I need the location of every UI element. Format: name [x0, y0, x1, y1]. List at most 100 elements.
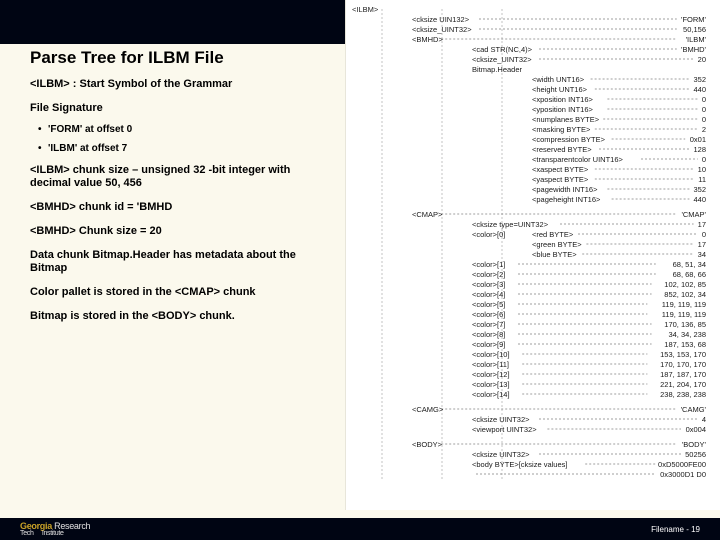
tree-row: <yposition INT16> 0 — [352, 104, 712, 114]
tree-value: 0x3000D1 D0 — [660, 470, 706, 479]
tree-row: <cksize UIN132>'FORM' — [352, 14, 712, 24]
tree-label: <color>[11] — [472, 360, 509, 369]
tree-value: 'CAMG' — [681, 405, 706, 414]
tree-value: 0x004 — [686, 425, 706, 434]
parse-tree: <ILBM><cksize UIN132>'FORM'<cksize_UINT3… — [352, 4, 712, 504]
tree-row: <color>[10]153, 153, 170 — [352, 349, 712, 359]
tree-row: <CMAP>'CMAP' — [352, 209, 712, 219]
tree-row: 0x3000D1 D0 — [352, 469, 712, 479]
para-bmhd-size: <BMHD> Chunk size = 20 — [30, 225, 315, 239]
tree-label: <BMHD> — [412, 35, 443, 44]
tree-label: <yaspect BYTE> — [532, 175, 588, 184]
tree-value: 187, 187, 170 — [660, 370, 706, 379]
para-bmhd-id: <BMHD> chunk id = 'BMHD — [30, 201, 315, 215]
tree-label: <color>[2] — [472, 270, 505, 279]
tree-label: <body BYTE>[cksize values] — [472, 460, 567, 469]
tree-value: 170, 136, 85 — [664, 320, 706, 329]
tree-label: <yposition INT16> — [532, 105, 593, 114]
tree-row: <cksize_UINT32>50,156 — [352, 24, 712, 34]
tree-value: 119, 119, 119 — [662, 310, 706, 319]
tree-row: <color>[2]68, 68, 66 — [352, 269, 712, 279]
tree-value: 17 — [698, 220, 706, 229]
tree-value: 852, 102, 34 — [664, 290, 706, 299]
tree-label: <blue BYTE> — [532, 250, 577, 259]
para-chunk-size: <ILBM> chunk size – unsigned 32 -bit int… — [30, 164, 315, 192]
tree-label: Bitmap.Header — [472, 65, 522, 74]
tree-value: 0 — [702, 230, 706, 239]
tree-label: <ILBM> — [352, 5, 378, 14]
parse-tree-diagram: <ILBM><cksize UIN132>'FORM'<cksize_UINT3… — [345, 0, 720, 510]
tree-value: 187, 153, 68 — [664, 340, 706, 349]
tree-value: 50,156 — [683, 25, 706, 34]
bullet-form: 'FORM' at offset 0 — [48, 124, 315, 135]
tree-row: <blue BYTE>34 — [352, 249, 712, 259]
tree-label: <cksize type=UINT32> — [472, 220, 548, 229]
footer: Georgia Research Tech Institute Filename… — [0, 518, 720, 540]
tree-value: 0x01 — [690, 135, 706, 144]
tree-value: 4 — [702, 415, 706, 424]
tree-label: <xposition INT16> — [532, 95, 593, 104]
tree-value: 2 — [702, 125, 706, 134]
tree-label: <color>[8] — [472, 330, 505, 339]
tree-value: 102, 102, 85 — [664, 280, 706, 289]
tree-label: <cad STR(NC,4)> — [472, 45, 532, 54]
tree-row: <yaspect BYTE> 11 — [352, 174, 712, 184]
tree-value: 50256 — [685, 450, 706, 459]
tree-label: <reserved BYTE> — [532, 145, 592, 154]
slide: Parse Tree for ILBM File <ILBM> : Start … — [0, 0, 720, 540]
tree-row: <color>[4] 852, 102, 34 — [352, 289, 712, 299]
tree-row: <green BYTE> 17 — [352, 239, 712, 249]
tree-row: <color>[3] 102, 102, 85 — [352, 279, 712, 289]
para-bitmap-header: Data chunk Bitmap.Header has metadata ab… — [30, 249, 315, 277]
tree-label: <color>[6] — [472, 310, 505, 319]
tree-label: <pageheight INT16> — [532, 195, 600, 204]
tree-label: <masking BYTE> — [532, 125, 590, 134]
tree-row: <red BYTE>0 — [352, 229, 712, 239]
tree-row: <reserved BYTE>128 — [352, 144, 712, 154]
tree-label: <color>[10] — [472, 350, 510, 359]
tree-label: <cksize_UINT32> — [472, 55, 532, 64]
tree-value: 0 — [702, 105, 706, 114]
tree-value: 0 — [702, 115, 706, 124]
body-area: Parse Tree for ILBM File <ILBM> : Start … — [0, 44, 720, 518]
tree-row: <color>[14]238, 238, 238 — [352, 389, 712, 399]
tree-value: 17 — [698, 240, 706, 249]
tree-row: <cksize_UINT32>20 — [352, 54, 712, 64]
tree-label: <color>[7] — [472, 320, 505, 329]
tree-row: <color>[7] 170, 136, 85 — [352, 319, 712, 329]
tree-label: <green BYTE> — [532, 240, 582, 249]
tree-label: <color>[9] — [472, 340, 505, 349]
tree-label: <pagewidth INT16> — [532, 185, 597, 194]
tree-row: <ILBM> — [352, 4, 712, 14]
tree-value: 'ILBM' — [686, 35, 706, 44]
page-number: Filename - 19 — [651, 525, 700, 534]
tree-label: <color>[13] — [472, 380, 510, 389]
tree-label: <height UNT16> — [532, 85, 587, 94]
tree-label: <color>[12] — [472, 370, 510, 379]
tree-label: <color>[3] — [472, 280, 505, 289]
tree-row: <color>[1]68, 51, 34 — [352, 259, 712, 269]
tree-row: <cksize type=UINT32> 17 — [352, 219, 712, 229]
tree-label: <CMAP> — [412, 210, 442, 219]
tree-row: <color>[8] 34, 34, 238 — [352, 329, 712, 339]
tree-row: <color>[9] 187, 153, 68 — [352, 339, 712, 349]
tree-value: 11 — [698, 175, 706, 184]
tree-label: <color>[4] — [472, 290, 505, 299]
para-cmap: Color pallet is stored in the <CMAP> chu… — [30, 286, 315, 300]
tree-label: <width UNT16> — [532, 75, 584, 84]
tree-value: 238, 238, 238 — [660, 390, 706, 399]
tree-label: <BODY> — [412, 440, 442, 449]
tree-label: <viewport UINT32> — [472, 425, 537, 434]
tree-label: <xaspect BYTE> — [532, 165, 588, 174]
tree-value: 68, 51, 34 — [673, 260, 706, 269]
tree-value: 'FORM' — [681, 15, 706, 24]
tree-label: <CAMG> — [412, 405, 443, 414]
bullet-ilbm: 'ILBM' at offset 7 — [48, 143, 315, 154]
para-body: Bitmap is stored in the <BODY> chunk. — [30, 310, 315, 324]
tree-row: <cksize UINT32>50256 — [352, 449, 712, 459]
tree-row: <xaspect BYTE>10 — [352, 164, 712, 174]
tree-row: Bitmap.Header — [352, 64, 712, 74]
tree-value: 34, 34, 238 — [668, 330, 706, 339]
tree-row: <transparentcolor UINT16>0 — [352, 154, 712, 164]
tree-value: 'BMHD' — [681, 45, 706, 54]
